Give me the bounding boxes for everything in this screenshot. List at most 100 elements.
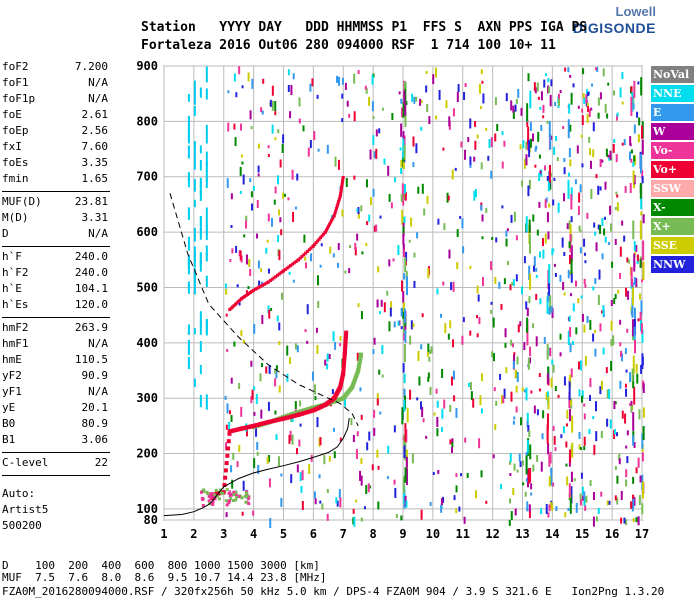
echo-dot [592, 333, 595, 342]
echo-dot [354, 242, 357, 250]
echo-dot [599, 186, 602, 191]
echo-dot [592, 122, 595, 132]
echo-dot [226, 348, 229, 352]
param-row-fof2: foF2 7.200 [2, 60, 108, 75]
echo-dot [448, 249, 451, 259]
echo-streak [205, 124, 208, 138]
echo-dot [452, 370, 455, 380]
echo-dot [589, 319, 592, 330]
echo-dot [291, 169, 294, 180]
echo-dot [332, 331, 335, 342]
echo-dot [478, 317, 481, 325]
echo-dot [512, 487, 515, 495]
echo-dot [616, 497, 619, 505]
echo-streak [400, 160, 403, 168]
e-trace-point [213, 494, 217, 498]
echo-dot [578, 431, 581, 439]
echo-dot [416, 232, 419, 239]
echo-dot [442, 496, 445, 503]
echo-dot [527, 481, 530, 488]
e-trace-point [211, 502, 215, 506]
echo-dot [582, 495, 585, 501]
echo-dot [610, 360, 613, 371]
echo-dot [267, 401, 270, 411]
o-trace-point [341, 361, 346, 366]
o-trace-point [223, 475, 228, 480]
legend-item-x-: X+ [651, 218, 694, 235]
multihop-trace-point [313, 242, 317, 246]
echo-dot [575, 502, 578, 513]
multihop-trace-point [329, 220, 333, 224]
echo-dot [583, 497, 586, 506]
echo-dot [311, 78, 314, 87]
o-trace-point [227, 431, 232, 436]
echo-dot [613, 297, 616, 304]
echo-dot [512, 109, 515, 119]
echo-streak [404, 103, 407, 116]
echo-dot [341, 77, 344, 85]
echo-dot [477, 294, 480, 302]
multihop-trace-point [257, 285, 261, 289]
echo-streak [205, 161, 208, 173]
echo-streak [640, 77, 643, 96]
echo-streak [567, 330, 570, 345]
x-tick-label: 14 [545, 527, 559, 541]
echo-dot [490, 261, 493, 271]
param-name: hmF2 [2, 321, 29, 334]
echo-dot [241, 161, 244, 165]
echo-dot [564, 67, 567, 72]
param-name: MUF(D) [2, 195, 42, 208]
echo-dot [417, 186, 420, 194]
echo-dot [490, 137, 493, 148]
multihop-trace-point [327, 224, 331, 228]
e-trace-point [245, 495, 249, 499]
echo-dot [329, 246, 332, 254]
param-value: 240.0 [74, 250, 108, 263]
echo-streak [548, 164, 551, 183]
echo-dot [594, 401, 597, 412]
echo-dot [359, 387, 362, 392]
echo-dot [421, 407, 424, 418]
echo-dot [290, 416, 293, 422]
echo-dot [559, 274, 562, 282]
echo-dot [369, 197, 372, 206]
echo-dot [637, 516, 640, 526]
echo-dot [408, 239, 411, 243]
echo-dot [400, 167, 403, 174]
echo-dot [513, 463, 516, 471]
legend-item-vo-: Vo+ [651, 161, 694, 178]
multihop-trace-point [335, 204, 339, 208]
echo-dot [436, 400, 439, 408]
echo-dot [359, 470, 362, 481]
echo-dot [225, 288, 228, 295]
echo-dot [640, 364, 643, 374]
echo-dot [635, 363, 638, 373]
echo-dot [553, 435, 556, 445]
echo-dot [496, 123, 499, 131]
echo-dot [554, 272, 557, 277]
echo-dot [411, 93, 414, 102]
echo-dot [427, 376, 430, 382]
echo-dot [441, 408, 444, 419]
echo-dot [459, 215, 462, 219]
param-value: N/A [88, 385, 108, 398]
multihop-trace-point [336, 202, 340, 206]
echo-dot [507, 261, 510, 266]
echo-dot [420, 509, 423, 520]
echo-dot [524, 491, 527, 497]
echo-dot [538, 388, 541, 392]
o-trace-point [341, 368, 346, 373]
echo-dot [440, 504, 443, 513]
echo-dot [450, 376, 453, 386]
echo-streak [405, 456, 408, 468]
echo-streak [193, 227, 196, 242]
echo-streak [567, 119, 570, 139]
echo-streak [199, 145, 202, 154]
echo-dot [589, 160, 592, 169]
echo-streak [199, 159, 202, 171]
echo-dot [260, 107, 263, 113]
echo-dot [383, 158, 386, 165]
echo-streak [403, 90, 406, 105]
echo-streak [526, 103, 529, 122]
y-tick-label: 800 [136, 114, 158, 128]
